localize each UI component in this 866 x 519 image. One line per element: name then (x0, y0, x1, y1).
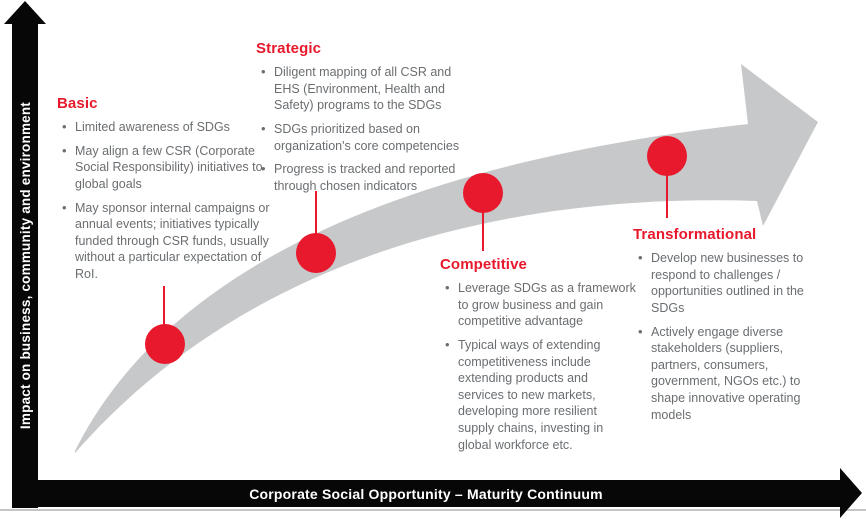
x-axis-arrowhead-icon (840, 468, 862, 518)
bullet-item: May sponsor internal campaigns or annual… (62, 198, 273, 283)
stage-basic: Basic Limited awareness of SDGs May alig… (57, 95, 273, 290)
bullet-item: SDGs prioritized based on organization's… (261, 120, 472, 154)
stage-bullets: Diligent mapping of all CSR and EHS (Env… (256, 63, 472, 194)
stage-transformational: Transformational Develop new businesses … (633, 226, 811, 430)
stage-title: Competitive (440, 256, 527, 273)
bullet-item: Leverage SDGs as a framework to grow bus… (445, 279, 636, 330)
y-axis-arrowhead-icon (4, 1, 46, 24)
stage-competitive: Competitive Leverage SDGs as a framework… (440, 256, 636, 460)
stage-bullets: Limited awareness of SDGs May align a fe… (57, 118, 273, 283)
stage-title: Strategic (256, 40, 322, 57)
stage-dot-competitive (463, 173, 503, 213)
stage-title: Basic (57, 95, 98, 112)
bullet-item: Develop new businesses to respond to cha… (638, 249, 811, 317)
curve-arrow-band (75, 64, 818, 453)
x-axis-label: Corporate Social Opportunity – Maturity … (249, 485, 603, 502)
stage-bullets: Develop new businesses to respond to cha… (633, 249, 811, 424)
bullet-item: Progress is tracked and reported through… (261, 160, 472, 194)
stage-dot-strategic (296, 233, 336, 273)
stage-bullets: Leverage SDGs as a framework to grow bus… (440, 279, 636, 453)
bullet-item: May align a few CSR (Corporate Social Re… (62, 142, 273, 193)
bottom-border-line (0, 509, 866, 511)
y-axis-arrow: Impact on business, community and enviro… (12, 24, 38, 508)
stage-dot-transformational (647, 136, 687, 176)
bullet-item: Diligent mapping of all CSR and EHS (Env… (261, 63, 472, 114)
bullet-item: Limited awareness of SDGs (62, 118, 273, 136)
bullet-item: Typical ways of extending competitivenes… (445, 336, 636, 453)
stage-strategic: Strategic Diligent mapping of all CSR an… (256, 40, 472, 201)
y-axis-label: Impact on business, community and enviro… (17, 102, 33, 430)
x-axis-arrow: Corporate Social Opportunity – Maturity … (12, 480, 840, 507)
bullet-item: Actively engage diverse stakeholders (su… (638, 323, 811, 424)
stage-dot-basic (145, 324, 185, 364)
stage-title: Transformational (633, 226, 757, 243)
